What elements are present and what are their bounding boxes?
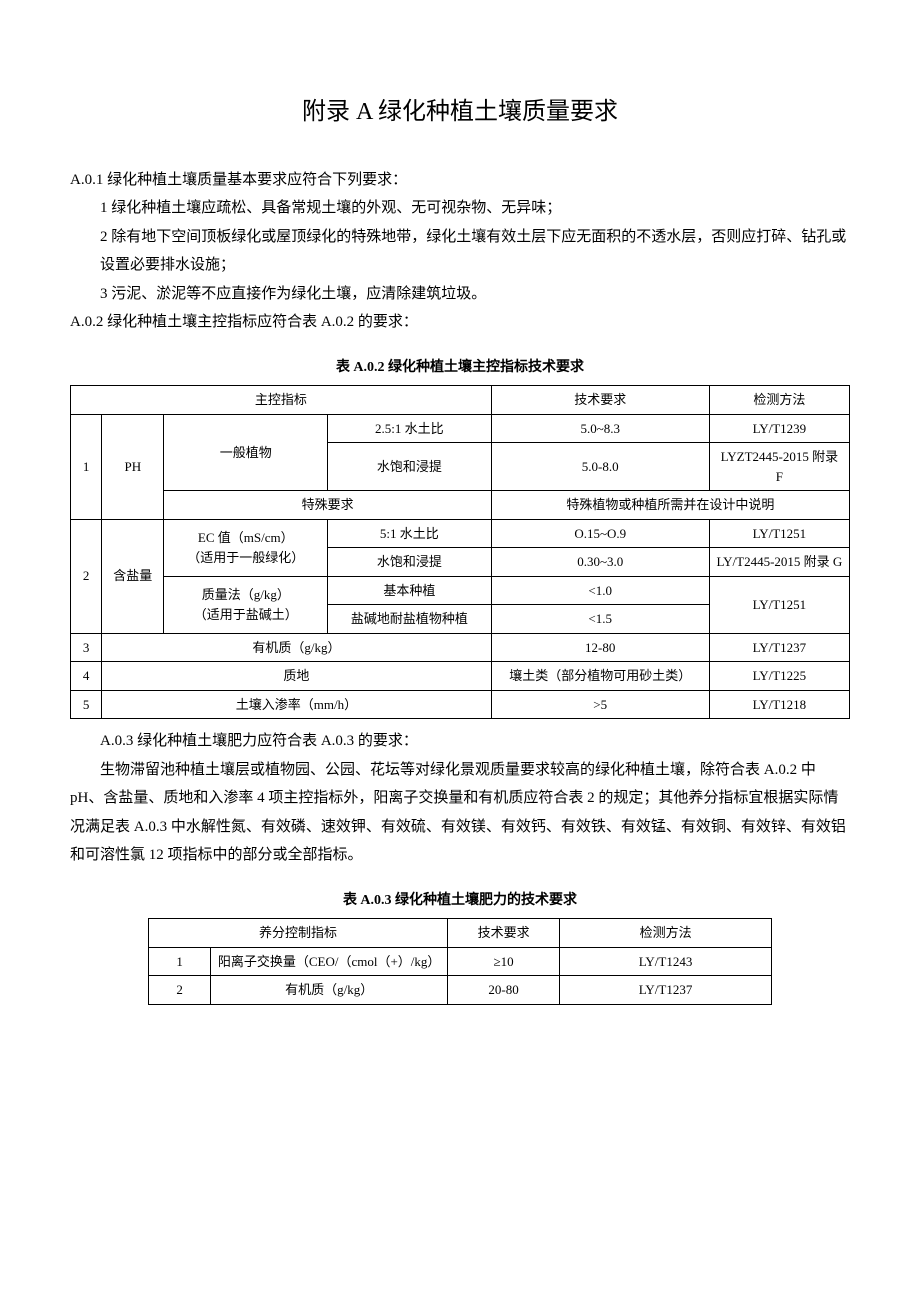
th-main-indicator: 主控指标 xyxy=(71,386,492,415)
th-req: 技术要求 xyxy=(448,919,560,948)
cell-salt-label: 含盐量 xyxy=(102,519,164,633)
cell-req: 0.30~3.0 xyxy=(491,548,709,577)
table-row: 4 质地 壤土类（部分植物可用砂土类） LY/T1225 xyxy=(71,662,850,691)
cell-label: 土壤入渗率（mm/h） xyxy=(102,690,492,719)
cell-req: >5 xyxy=(491,690,709,719)
cell-method: LY/T1243 xyxy=(560,947,772,976)
table-a02-caption: 表 A.0.2 绿化种植土壤主控指标技术要求 xyxy=(70,355,850,382)
cell-idx: 2 xyxy=(71,519,102,633)
section-a02-heading: A.0.2 绿化种植土壤主控指标应符合表 A.0.2 的要求： xyxy=(70,308,850,337)
cell-cond: 基本种植 xyxy=(328,576,492,605)
cell-req: <1.0 xyxy=(491,576,709,605)
cell-req: 壤土类（部分植物可用砂土类） xyxy=(491,662,709,691)
cell-idx: 5 xyxy=(71,690,102,719)
cell-method: LY/T1237 xyxy=(709,633,849,662)
table-row: 质量法（g/kg） （适用于盐碱土） 基本种植 <1.0 LY/T1251 xyxy=(71,576,850,605)
cell-method: LY/T2445-2015 附录 G xyxy=(709,548,849,577)
cell-label: 有机质（g/kg） xyxy=(102,633,492,662)
cell-label: 阳离子交换量（CEO/（cmol（+）/kg） xyxy=(211,947,448,976)
table-header-row: 主控指标 技术要求 检测方法 xyxy=(71,386,850,415)
cell-ph-label: PH xyxy=(102,414,164,519)
cell-req: <1.5 xyxy=(491,605,709,634)
page-title: 附录 A 绿化种植土壤质量要求 xyxy=(70,90,850,136)
cell-label: 有机质（g/kg） xyxy=(211,976,448,1005)
table-row: 3 有机质（g/kg） 12-80 LY/T1237 xyxy=(71,633,850,662)
table-header-row: 养分控制指标 技术要求 检测方法 xyxy=(149,919,772,948)
cell-method: LY/T1225 xyxy=(709,662,849,691)
cell-mass: 质量法（g/kg） （适用于盐碱土） xyxy=(164,576,328,633)
a01-item-1: 1 绿化种植土壤应疏松、具备常规土壤的外观、无可视杂物、无异味； xyxy=(70,194,850,223)
cell-cond: 盐碱地耐盐植物种植 xyxy=(328,605,492,634)
cell-ec-line2: （适用于一般绿化） xyxy=(187,550,304,565)
cell-method: LY/T1251 xyxy=(709,576,849,633)
table-row: 1 PH 一般植物 2.5:1 水土比 5.0~8.3 LY/T1239 xyxy=(71,414,850,443)
th-method: 检测方法 xyxy=(560,919,772,948)
table-row: 1 阳离子交换量（CEO/（cmol（+）/kg） ≥10 LY/T1243 xyxy=(149,947,772,976)
a01-item-3: 3 污泥、淤泥等不应直接作为绿化土壤，应清除建筑垃圾。 xyxy=(70,280,850,309)
cell-special-label: 特殊要求 xyxy=(164,491,491,520)
cell-cond: 2.5:1 水土比 xyxy=(328,414,492,443)
cell-ec-line1: EC 值（mS/cm） xyxy=(198,530,294,545)
cell-special-req: 特殊植物或种植所需并在设计中说明 xyxy=(491,491,849,520)
table-row: 特殊要求 特殊植物或种植所需并在设计中说明 xyxy=(71,491,850,520)
table-row: 2 有机质（g/kg） 20-80 LY/T1237 xyxy=(149,976,772,1005)
cell-idx: 1 xyxy=(149,947,211,976)
cell-method: LYZT2445-2015 附录 F xyxy=(709,443,849,491)
section-a03-para: 生物滞留池种植土壤层或植物园、公园、花坛等对绿化景观质量要求较高的绿化种植土壤，… xyxy=(70,756,850,870)
cell-method: LY/T1239 xyxy=(709,414,849,443)
cell-idx: 4 xyxy=(71,662,102,691)
th-nutrient: 养分控制指标 xyxy=(149,919,448,948)
table-row: 5 土壤入渗率（mm/h） >5 LY/T1218 xyxy=(71,690,850,719)
cell-req: 12-80 xyxy=(491,633,709,662)
cell-idx: 2 xyxy=(149,976,211,1005)
cell-cond: 水饱和浸提 xyxy=(328,443,492,491)
cell-general-plant: 一般植物 xyxy=(164,414,328,491)
cell-ec: EC 值（mS/cm） （适用于一般绿化） xyxy=(164,519,328,576)
table-a03-caption: 表 A.0.3 绿化种植土壤肥力的技术要求 xyxy=(70,888,850,915)
cell-cond: 水饱和浸提 xyxy=(328,548,492,577)
cell-method: LY/T1251 xyxy=(709,519,849,548)
table-a02: 主控指标 技术要求 检测方法 1 PH 一般植物 2.5:1 水土比 5.0~8… xyxy=(70,385,850,719)
table-a03: 养分控制指标 技术要求 检测方法 1 阳离子交换量（CEO/（cmol（+）/k… xyxy=(148,918,772,1005)
table-row: 2 含盐量 EC 值（mS/cm） （适用于一般绿化） 5:1 水土比 O.15… xyxy=(71,519,850,548)
cell-method: LY/T1218 xyxy=(709,690,849,719)
th-method: 检测方法 xyxy=(709,386,849,415)
cell-req: ≥10 xyxy=(448,947,560,976)
th-tech-req: 技术要求 xyxy=(491,386,709,415)
cell-req: 5.0-8.0 xyxy=(491,443,709,491)
cell-mass-line1: 质量法（g/kg） xyxy=(202,587,290,602)
cell-mass-line2: （适用于盐碱土） xyxy=(194,607,298,622)
cell-idx: 3 xyxy=(71,633,102,662)
cell-idx: 1 xyxy=(71,414,102,519)
cell-req: 20-80 xyxy=(448,976,560,1005)
cell-method: LY/T1237 xyxy=(560,976,772,1005)
section-a03-heading: A.0.3 绿化种植土壤肥力应符合表 A.0.3 的要求： xyxy=(70,727,850,756)
cell-label: 质地 xyxy=(102,662,492,691)
a01-item-2: 2 除有地下空间顶板绿化或屋顶绿化的特殊地带，绿化土壤有效土层下应无面积的不透水… xyxy=(70,223,850,280)
cell-cond: 5:1 水土比 xyxy=(328,519,492,548)
cell-req: O.15~O.9 xyxy=(491,519,709,548)
cell-req: 5.0~8.3 xyxy=(491,414,709,443)
section-a01-heading: A.0.1 绿化种植土壤质量基本要求应符合下列要求： xyxy=(70,166,850,195)
